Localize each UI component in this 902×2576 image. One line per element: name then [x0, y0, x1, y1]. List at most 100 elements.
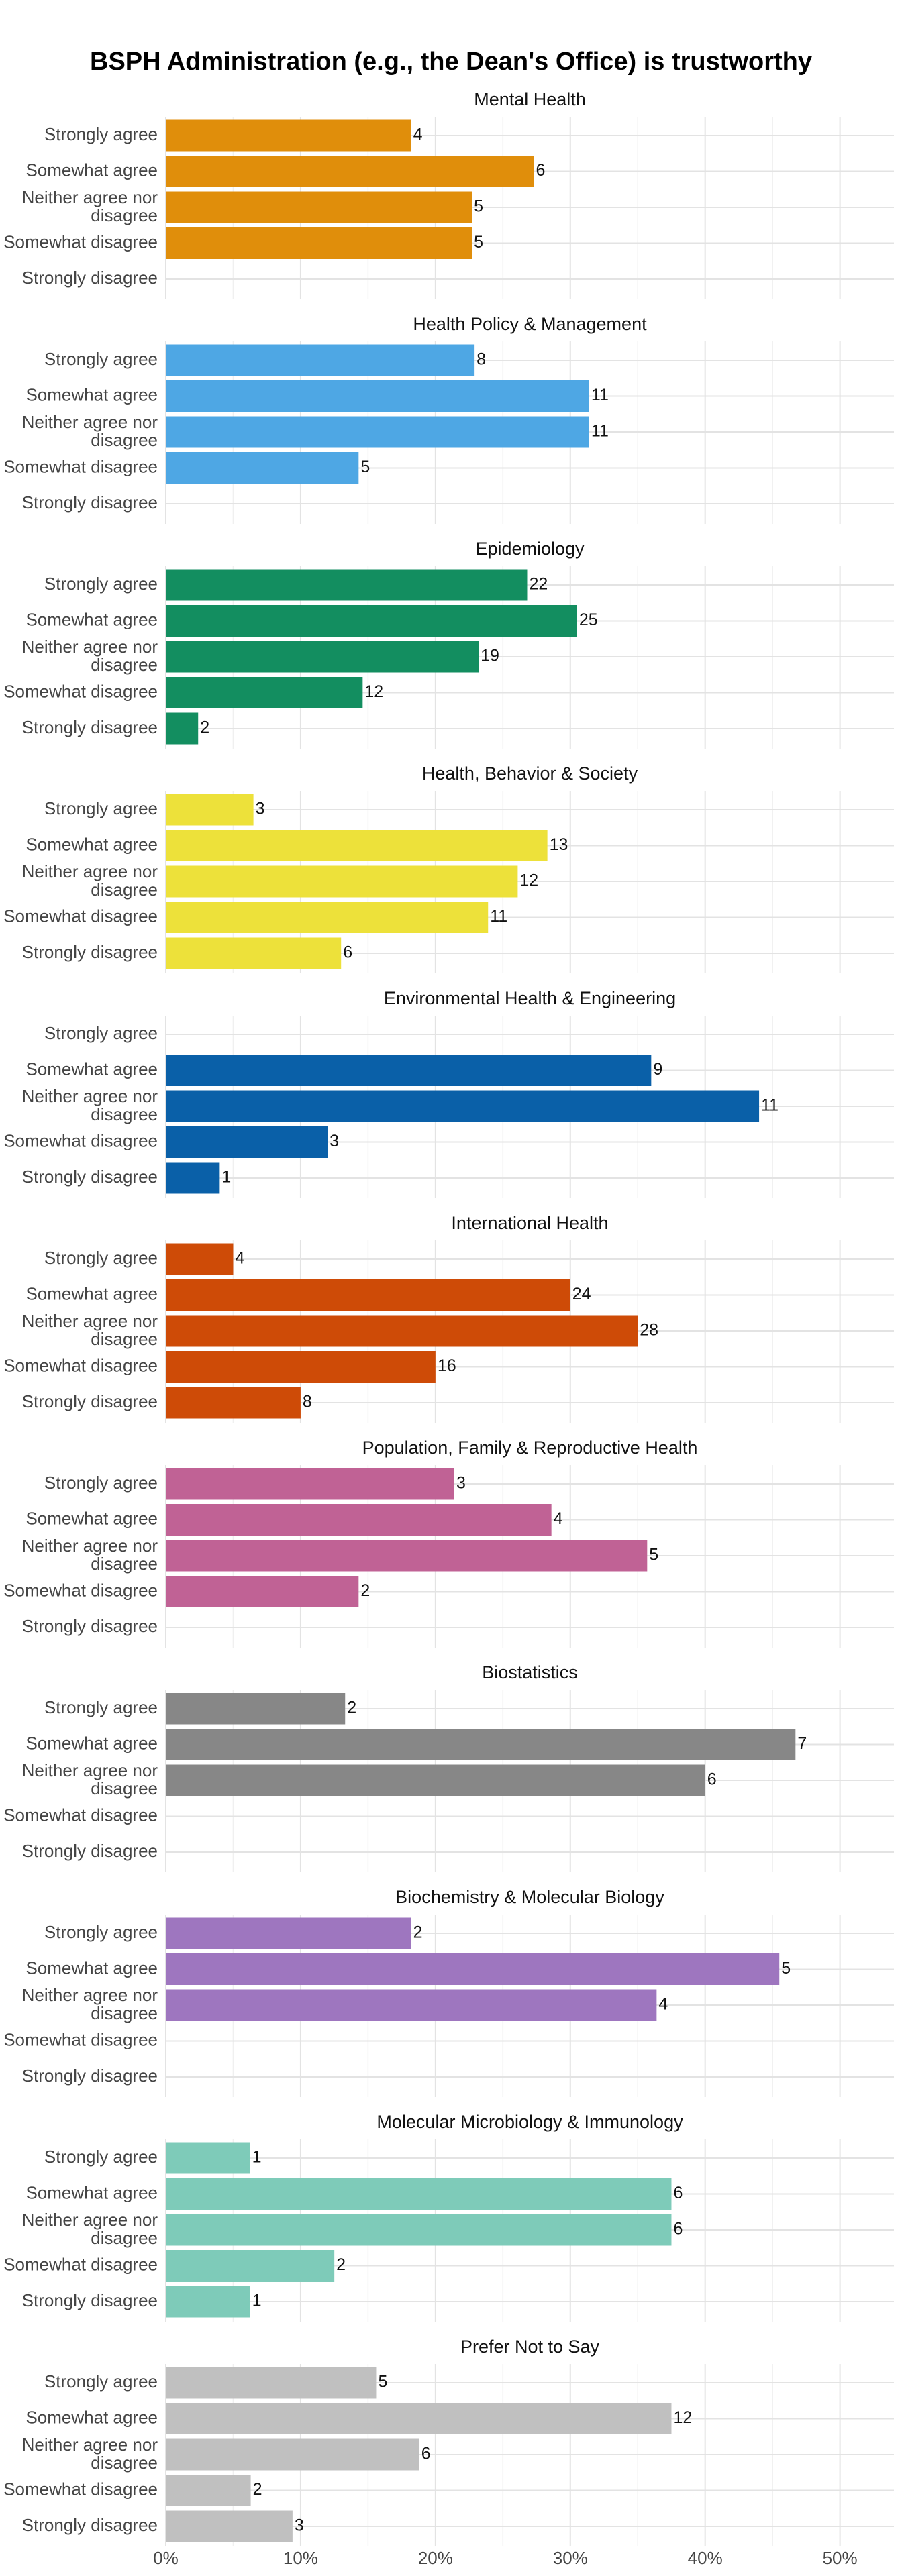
value-label: 6: [536, 161, 546, 180]
category-label: Somewhat agree: [26, 1059, 158, 1079]
category-label: Somewhat agree: [26, 2182, 158, 2202]
category-label: Somewhat disagree: [3, 1805, 158, 1825]
category-label-line: Neither agree nor: [22, 2210, 158, 2230]
x-tick-label: 40%: [688, 2548, 723, 2568]
value-label: 2: [336, 2255, 346, 2274]
category-label-line: Neither agree nor: [22, 1311, 158, 1331]
value-label: 3: [256, 800, 265, 818]
category-label: Strongly disagree: [22, 1841, 158, 1861]
value-label: 9: [653, 1060, 662, 1079]
category-label: Neither agree nor disagree: [22, 1536, 158, 1574]
category-label: Strongly disagree: [22, 2065, 158, 2086]
x-tick-label: 50%: [823, 2548, 858, 2568]
category-label: Somewhat agree: [26, 2407, 158, 2427]
category-label: Somewhat agree: [26, 160, 158, 180]
bar: [166, 2403, 672, 2434]
category-label-line: Neither agree nor: [22, 1086, 158, 1106]
x-tick-label: 20%: [418, 2548, 453, 2568]
category-label: Somewhat disagree: [3, 681, 158, 701]
panel-title: Prefer Not to Say: [460, 2337, 600, 2357]
value-label: 6: [707, 1770, 717, 1789]
bar: [166, 2142, 250, 2174]
category-label: Somewhat disagree: [3, 456, 158, 476]
category-label: Strongly disagree: [22, 1167, 158, 1187]
bar: [166, 1693, 346, 1725]
category-label-line: disagree: [91, 2453, 158, 2473]
bar: [166, 119, 411, 152]
category-label: Neither agree nor disagree: [22, 187, 158, 225]
value-label: 2: [200, 718, 209, 737]
category-label: Strongly disagree: [22, 268, 158, 288]
panel-title: Epidemiology: [475, 539, 585, 559]
category-label-line: Neither agree nor: [22, 637, 158, 657]
category-label-line: disagree: [91, 1329, 158, 1349]
bar: [166, 605, 577, 637]
bar: [166, 902, 489, 933]
bar: [166, 1953, 780, 1985]
value-label: 5: [649, 1546, 658, 1564]
value-label: 16: [438, 1356, 456, 1375]
value-label: 19: [481, 647, 499, 665]
value-label: 8: [477, 350, 486, 369]
category-label-line: Neither agree nor: [22, 1760, 158, 1780]
category-label: Somewhat agree: [26, 1283, 158, 1303]
value-label: 2: [347, 1699, 356, 1717]
panel-title: Molecular Microbiology & Immunology: [377, 2112, 683, 2132]
value-label: 6: [673, 2220, 683, 2239]
category-label: Neither agree nor disagree: [22, 2210, 158, 2248]
category-label: Strongly agree: [44, 1922, 158, 1942]
category-label-line: Neither agree nor: [22, 187, 158, 207]
category-label: Strongly disagree: [22, 2290, 158, 2310]
x-tick-label: 10%: [283, 2548, 318, 2568]
value-label: 6: [673, 2184, 683, 2202]
value-label: 2: [413, 1923, 423, 1942]
bar: [166, 1917, 411, 1949]
bar: [166, 1989, 657, 2021]
bar: [166, 2510, 293, 2542]
category-label: Somewhat agree: [26, 834, 158, 854]
bar: [166, 2178, 672, 2210]
value-label: 5: [378, 2373, 387, 2392]
chart-title: BSPH Administration (e.g., the Dean's Of…: [90, 48, 812, 76]
value-label: 5: [781, 1959, 791, 1978]
category-label: Strongly agree: [44, 1697, 158, 1717]
category-label: Strongly agree: [44, 124, 158, 144]
category-label-line: disagree: [91, 2228, 158, 2248]
value-label: 5: [474, 197, 483, 216]
panel-title: Mental Health: [474, 89, 586, 109]
bar: [166, 830, 548, 861]
category-label: Strongly agree: [44, 349, 158, 369]
bar: [166, 2438, 419, 2471]
panel-title: Population, Family & Reproductive Health: [362, 1438, 698, 1458]
category-label: Neither agree nor disagree: [22, 2434, 158, 2473]
category-label-line: Neither agree nor: [22, 1985, 158, 2005]
value-label: 6: [421, 2445, 431, 2463]
panel-title: Health Policy & Management: [413, 314, 647, 334]
value-label: 11: [490, 907, 507, 926]
category-label-line: disagree: [91, 879, 158, 900]
category-label: Neither agree nor disagree: [22, 1760, 158, 1799]
bar: [166, 1279, 570, 1311]
category-label-line: disagree: [91, 1554, 158, 1574]
category-label: Somewhat disagree: [3, 1355, 158, 1375]
category-label: Strongly agree: [44, 2371, 158, 2392]
category-label: Strongly agree: [44, 2147, 158, 2167]
bar: [166, 794, 254, 826]
x-tick-label: 30%: [553, 2548, 588, 2568]
value-label: 1: [252, 2292, 262, 2310]
bar: [166, 1729, 796, 1760]
category-label-line: disagree: [91, 2003, 158, 2023]
value-label: 11: [591, 422, 609, 441]
value-label: 5: [360, 458, 370, 476]
panel-title: Biostatistics: [482, 1662, 578, 1682]
x-tick-label: 0%: [153, 2548, 179, 2568]
value-label: 2: [253, 2480, 262, 2499]
panel-title: International Health: [451, 1213, 608, 1233]
bar: [166, 937, 342, 969]
category-label-line: Neither agree nor: [22, 412, 158, 432]
bar: [166, 677, 363, 708]
bar: [166, 569, 528, 601]
category-label: Neither agree nor disagree: [22, 861, 158, 900]
bar: [166, 344, 475, 376]
